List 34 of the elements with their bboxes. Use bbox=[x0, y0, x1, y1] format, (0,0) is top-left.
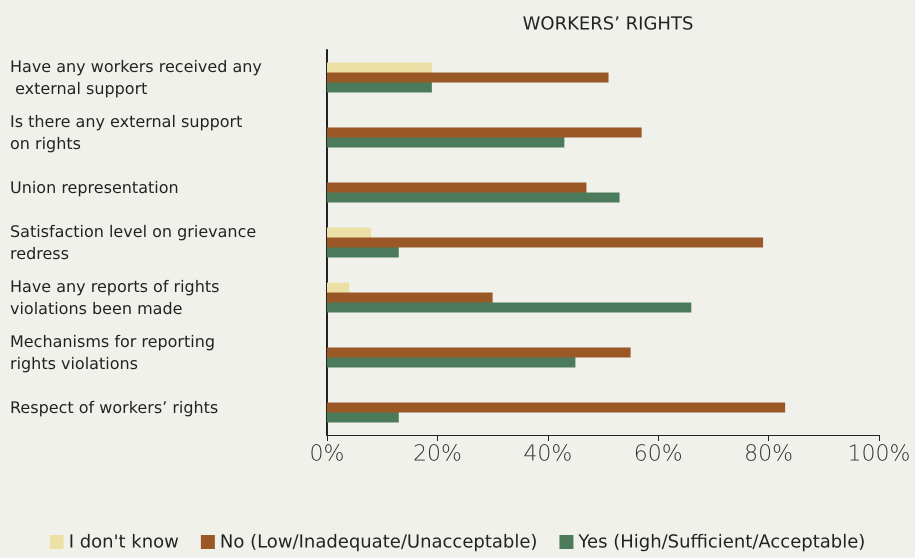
bar bbox=[327, 248, 399, 258]
bar bbox=[327, 348, 631, 358]
x-tick-label: 100% bbox=[848, 442, 910, 466]
legend-label: No (Low/Inadequate/Unacceptable) bbox=[220, 532, 538, 552]
y-tick-label: Satisfaction level on grievance redress bbox=[10, 222, 262, 263]
y-tick-label: Mechanisms for reporting rights violations bbox=[10, 332, 220, 373]
bar bbox=[327, 402, 786, 412]
y-tick-label: Have any workers received any external support bbox=[10, 57, 262, 98]
x-tick-label: 60% bbox=[634, 442, 683, 466]
x-tick-label: 0% bbox=[310, 442, 344, 466]
bar bbox=[327, 128, 642, 138]
legend-label: Yes (High/Sufficient/Acceptable) bbox=[577, 532, 866, 552]
chart-title: WORKERS’ RIGHTS bbox=[522, 14, 694, 34]
bar bbox=[327, 182, 586, 192]
y-tick-label: Is there any external support on rights bbox=[10, 112, 248, 153]
x-tick-label: 80% bbox=[744, 442, 794, 466]
bar bbox=[327, 62, 432, 72]
bar bbox=[327, 72, 609, 82]
x-tick-label: 20% bbox=[412, 442, 462, 466]
bar bbox=[327, 358, 576, 368]
bar bbox=[327, 302, 692, 312]
bar bbox=[327, 282, 350, 292]
y-tick-label: Respect of workers’ rights bbox=[10, 398, 218, 417]
bar bbox=[327, 82, 432, 92]
bar bbox=[327, 412, 399, 422]
bar bbox=[327, 238, 764, 248]
x-tick-label: 40% bbox=[523, 442, 572, 466]
legend-label: I don't know bbox=[68, 532, 179, 552]
bar bbox=[327, 292, 493, 302]
bar bbox=[327, 138, 564, 148]
y-tick-label: Union representation bbox=[10, 178, 179, 197]
y-tick-label: Have any reports of rights violations been made bbox=[10, 277, 225, 318]
bar bbox=[327, 228, 372, 238]
bar bbox=[327, 192, 620, 202]
